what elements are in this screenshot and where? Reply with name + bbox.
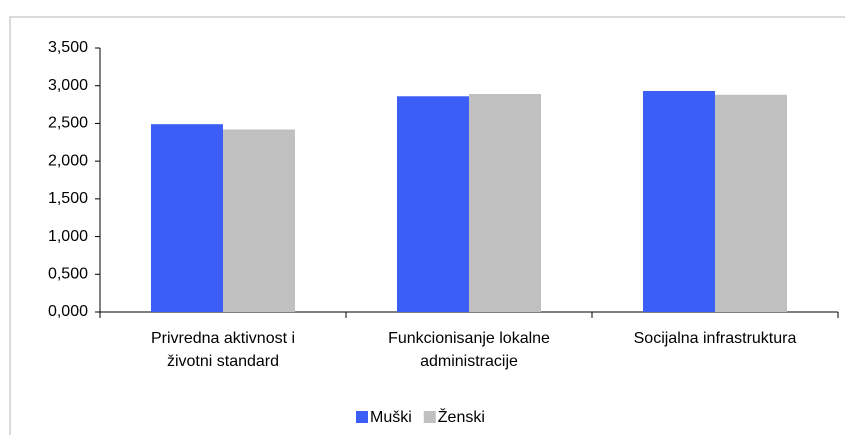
x-tick-label: administracije <box>420 353 518 370</box>
bar <box>151 124 223 312</box>
y-tick-label: 3,000 <box>48 77 88 94</box>
x-tick-label: Funkcionisanje lokalne <box>388 330 550 347</box>
y-tick-label: 1,500 <box>48 190 88 207</box>
bar <box>643 90 715 312</box>
x-tick-label: Privredna aktivnost i <box>151 330 295 347</box>
bar <box>397 96 469 312</box>
y-tick-label: 3,500 <box>48 39 88 56</box>
bar <box>715 94 787 312</box>
legend-swatch <box>423 411 436 423</box>
y-tick-label: 0,000 <box>48 303 88 320</box>
y-tick-label: 1,000 <box>48 228 88 245</box>
legend-swatch <box>356 411 368 423</box>
x-tick-label: Socijalna infrastruktura <box>634 330 797 347</box>
y-tick-label: 2,000 <box>48 152 88 169</box>
bar <box>223 129 295 312</box>
y-tick-label: 2,500 <box>48 115 88 132</box>
y-tick-label: 0,500 <box>48 266 88 283</box>
legend-label: Muški <box>370 409 412 426</box>
legend-label: Ženski <box>438 407 485 426</box>
bar <box>469 94 541 312</box>
x-tick-label: životni standard <box>167 353 279 370</box>
